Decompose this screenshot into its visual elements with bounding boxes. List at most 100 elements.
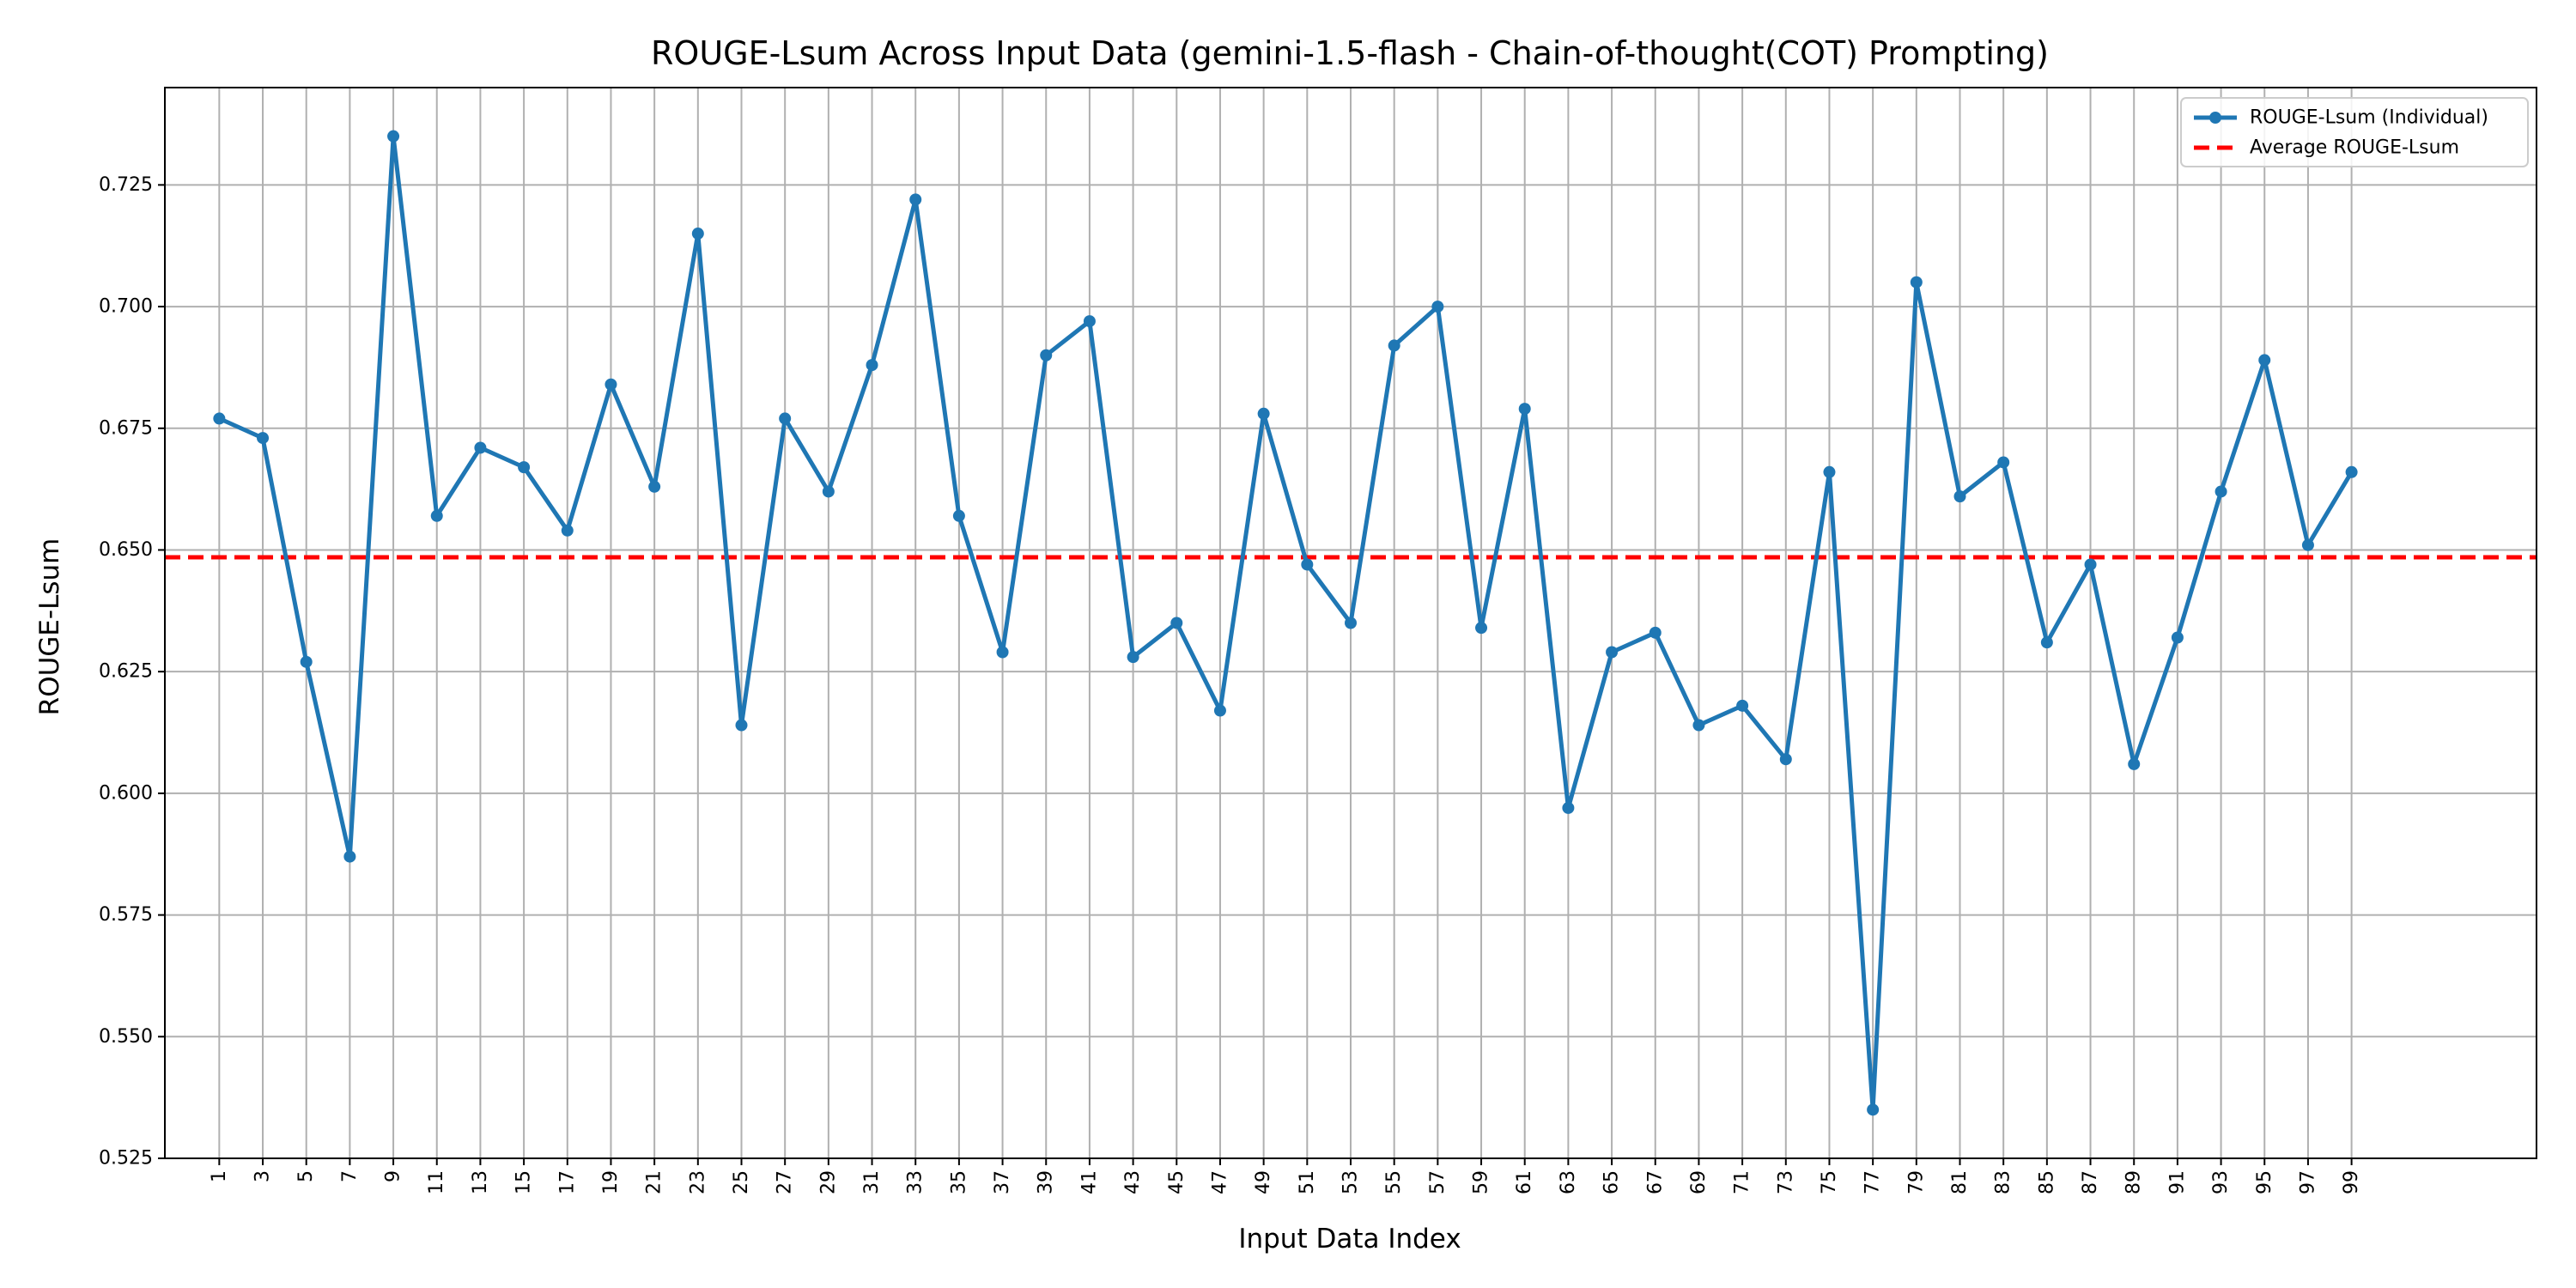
data-point: [2128, 757, 2141, 770]
x-tick-label: 23: [687, 1170, 708, 1194]
data-point: [691, 228, 704, 240]
data-point: [1170, 617, 1183, 629]
data-point: [1562, 801, 1575, 814]
data-point: [1040, 349, 1053, 361]
x-tick-label: 25: [731, 1170, 752, 1194]
data-point: [300, 655, 313, 668]
x-tick-label: 53: [1340, 1170, 1362, 1194]
data-point: [866, 359, 878, 372]
x-tick-label: 45: [1166, 1170, 1188, 1194]
x-tick-label: 65: [1601, 1170, 1623, 1194]
x-tick-label: 49: [1253, 1170, 1274, 1194]
tick-layer: 1 3 5 7 9 11 13 15 17 19 21 23 25 27 29 31 33 35 37 39 41 43 4…: [99, 174, 2362, 1194]
data-point: [996, 646, 1009, 659]
y-tick-label: 0.700: [99, 296, 153, 318]
x-tick-label: 91: [2166, 1170, 2188, 1194]
data-point: [2301, 538, 2314, 551]
data-point: [1867, 1103, 1880, 1116]
data-point: [2345, 465, 2358, 478]
x-tick-label: 33: [905, 1170, 927, 1194]
data-point: [1345, 617, 1357, 629]
data-point: [1779, 753, 1792, 766]
x-tick-label: 61: [1514, 1170, 1535, 1194]
y-axis-label: ROUGE-Lsum: [34, 538, 65, 716]
x-tick-label: 15: [513, 1170, 535, 1194]
x-tick-label: 41: [1078, 1170, 1100, 1194]
x-tick-label: 73: [1775, 1170, 1796, 1194]
legend-label-average: Average ROUGE-Lsum: [2250, 137, 2459, 159]
x-tick-label: 63: [1558, 1170, 1579, 1194]
x-tick-label: 47: [1209, 1170, 1230, 1194]
data-point: [952, 509, 965, 522]
data-point: [213, 412, 226, 425]
x-tick-label: 89: [2123, 1170, 2145, 1194]
data-point: [1431, 301, 1444, 313]
data-point: [1649, 626, 1662, 639]
x-tick-label: 3: [252, 1170, 274, 1182]
x-axis-label: Input Data Index: [1238, 1224, 1461, 1255]
y-tick-label: 0.550: [99, 1026, 153, 1048]
data-point: [2258, 354, 2271, 367]
x-tick-label: 5: [295, 1170, 317, 1182]
data-point: [1606, 646, 1619, 659]
series-layer: [213, 130, 2358, 1116]
y-tick-label: 0.650: [99, 539, 153, 561]
x-tick-label: 93: [2210, 1170, 2232, 1194]
data-point: [518, 461, 531, 474]
data-point: [822, 485, 835, 498]
data-point: [2084, 558, 2097, 571]
data-point: [474, 441, 487, 454]
x-tick-label: 87: [2080, 1170, 2101, 1194]
data-point: [1475, 622, 1488, 635]
x-tick-label: 79: [1905, 1170, 1927, 1194]
y-tick-label: 0.625: [99, 661, 153, 683]
x-tick-label: 11: [426, 1170, 447, 1194]
y-tick-label: 0.675: [99, 417, 153, 439]
data-point: [779, 412, 792, 425]
data-point: [1213, 704, 1226, 717]
x-tick-label: 99: [2341, 1170, 2362, 1194]
x-tick-label: 17: [556, 1170, 578, 1194]
legend-label-individual: ROUGE-Lsum (Individual): [2250, 107, 2488, 129]
x-tick-label: 59: [1471, 1170, 1492, 1194]
x-tick-label: 81: [1949, 1170, 1971, 1194]
data-point: [257, 432, 270, 445]
x-tick-label: 51: [1297, 1170, 1318, 1194]
x-tick-label: 7: [339, 1170, 361, 1182]
data-point: [2040, 636, 2053, 649]
data-point: [1953, 490, 1966, 503]
data-point: [1823, 465, 1836, 478]
y-tick-label: 0.575: [99, 904, 153, 926]
x-tick-label: 57: [1427, 1170, 1449, 1194]
x-tick-label: 71: [1732, 1170, 1753, 1194]
x-tick-label: 95: [2254, 1170, 2275, 1194]
chart-title: ROUGE-Lsum Across Input Data (gemini-1.5…: [651, 34, 2049, 72]
data-point: [735, 719, 748, 732]
x-tick-label: 31: [861, 1170, 883, 1194]
legend-box: [2180, 97, 2529, 167]
y-tick-label: 0.525: [99, 1148, 153, 1170]
x-tick-label: 37: [992, 1170, 1013, 1194]
x-tick-label: 19: [600, 1170, 622, 1194]
x-tick-label: 27: [775, 1170, 796, 1194]
y-tick-label: 0.725: [99, 174, 153, 196]
data-point: [430, 509, 443, 522]
data-point: [605, 378, 617, 391]
x-tick-label: 1: [209, 1170, 230, 1182]
data-point: [1083, 315, 1096, 328]
x-tick-label: 85: [2036, 1170, 2057, 1194]
x-tick-label: 69: [1688, 1170, 1710, 1194]
x-tick-label: 77: [1862, 1170, 1884, 1194]
data-point: [1518, 403, 1531, 416]
data-point: [343, 850, 356, 863]
data-point: [2215, 485, 2227, 498]
x-tick-label: 67: [1644, 1170, 1666, 1194]
data-point: [1736, 699, 1749, 712]
x-tick-label: 83: [1993, 1170, 2014, 1194]
x-tick-label: 39: [1036, 1170, 1057, 1194]
data-point: [909, 193, 922, 206]
data-point: [2171, 631, 2184, 644]
